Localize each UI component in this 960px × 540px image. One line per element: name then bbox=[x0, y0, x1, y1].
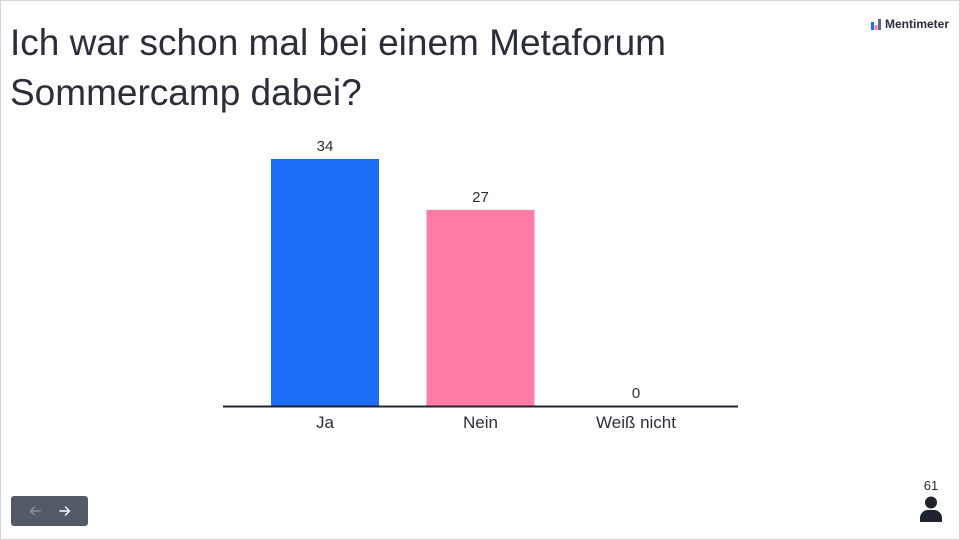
bar-nein bbox=[426, 209, 535, 406]
previous-slide-button[interactable] bbox=[20, 496, 50, 526]
participant-count: 61 bbox=[923, 478, 939, 493]
brand-name: Mentimeter bbox=[884, 17, 949, 31]
slide-navigation bbox=[11, 496, 88, 526]
mentimeter-logo-icon bbox=[870, 18, 881, 30]
arrow-right-icon bbox=[59, 506, 71, 516]
question-title-line-2: Sommercamp dabei? bbox=[10, 72, 362, 113]
person-icon bbox=[920, 496, 942, 522]
data-label-nein: 27 bbox=[472, 189, 489, 206]
mentimeter-brand: Mentimeter bbox=[870, 17, 949, 31]
participant-counter: 61 bbox=[916, 478, 946, 522]
data-label-ja: 34 bbox=[317, 138, 334, 155]
bar-ja bbox=[271, 159, 379, 406]
category-label-nein: Nein bbox=[463, 413, 498, 432]
question-title-line-1: Ich war schon mal bei einem Metaforum bbox=[10, 22, 666, 63]
next-slide-button[interactable] bbox=[50, 496, 80, 526]
category-label-weiss-nicht: Weiß nicht bbox=[596, 413, 676, 432]
category-label-ja: Ja bbox=[316, 413, 335, 432]
arrow-left-icon bbox=[29, 506, 41, 516]
question-title: Ich war schon mal bei einem Metaforum So… bbox=[10, 18, 830, 118]
data-label-weiss-nicht: 0 bbox=[632, 385, 640, 402]
